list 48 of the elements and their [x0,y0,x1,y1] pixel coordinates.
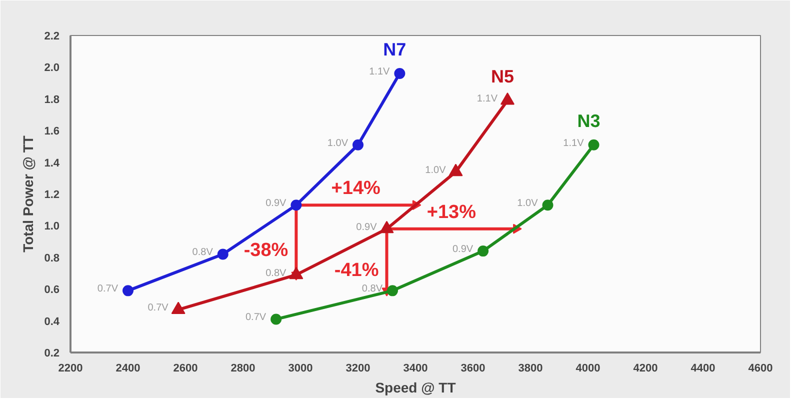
x-tick-label: 4000 [576,362,600,374]
y-tick-label: 0.2 [44,348,60,360]
x-tick-label: 3600 [460,362,486,374]
x-tick-label: 3800 [518,362,543,374]
annotation: 1.1V [369,66,390,78]
annotation: 0.8V [362,284,383,295]
annotation: 0.9V [266,198,287,210]
annotation: +14% [331,178,381,200]
x-tick-label: 2400 [116,362,140,374]
y-tick-label: 2.0 [44,62,60,74]
y-tick-label: 2.2 [44,30,60,42]
y-tick-label: 0.8 [44,252,60,264]
annotation: 0.9V [356,222,378,233]
x-tick-label: 3400 [403,362,428,374]
annotation: 0.9V [452,244,474,256]
annotation: -41% [334,260,379,281]
y-tick-label: 1.0 [44,220,60,233]
x-tick-label: 3200 [346,362,370,374]
annotation: 0.7V [97,284,118,295]
series-label: N5 [490,66,514,86]
y-tick-label: 0.6 [44,284,60,296]
series-label: N7 [383,40,406,60]
y-tick-label: 1.4 [44,157,60,170]
y-tick-label: 0.4 [44,316,60,328]
annotation: 0.8V [266,268,287,279]
y-tick-label: 1.6 [44,126,60,138]
annotation: 1.0V [425,164,446,176]
annotation: 1.0V [327,138,348,149]
x-tick-label: 4600 [748,362,773,374]
y-axis-title: Total Power @ TT [20,135,36,252]
y-tick-label: 1.8 [44,94,60,106]
annotation: 1.0V [517,198,538,210]
annotation: 0.8V [192,247,214,258]
annotation: 0.7V [245,312,266,324]
annotation: 0.7V [148,302,169,314]
x-tick-label: 2600 [173,362,198,374]
x-axis-title: Speed @ TT [375,380,456,396]
annotation: 1.1V [476,93,498,104]
x-tick-label: 2200 [58,362,83,374]
x-tick-label: 4400 [690,362,716,374]
x-tick-label: 4200 [633,362,658,374]
y-tick-label: 1.2 [44,189,60,201]
series-label: N3 [577,110,600,131]
annotation: +13% [426,202,476,223]
annotation: -38% [244,240,288,261]
annotation: 1.1V [563,138,584,149]
x-tick-label: 3000 [288,362,313,374]
x-tick-label: 2800 [230,362,256,374]
